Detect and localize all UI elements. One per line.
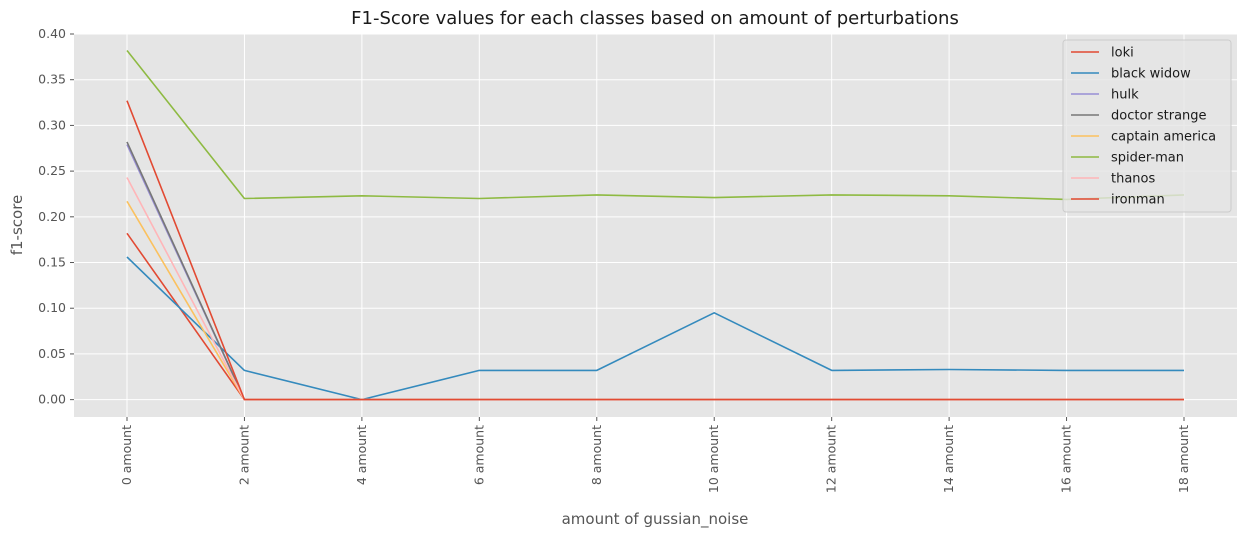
series-line-spider-man — [126, 50, 1185, 201]
y-tick-label: 0.00 — [38, 392, 66, 407]
y-tick-label: 0.05 — [38, 346, 66, 361]
y-tick-label: 0.35 — [38, 72, 66, 87]
legend-label: thanos — [1111, 172, 1155, 187]
grid — [74, 33, 1237, 417]
y-tick-label: 0.40 — [38, 26, 66, 41]
y-axis-label: f1-score — [8, 195, 26, 256]
y-tick-label: 0.15 — [38, 255, 66, 270]
series-line-black-widow — [126, 256, 1184, 401]
legend-label: hulk — [1111, 88, 1139, 103]
plot-background — [74, 34, 1237, 417]
x-tick-label: 18 amount — [1176, 425, 1191, 493]
legend: loki black widow hulk doctor strange captain… — [1062, 39, 1232, 213]
x-axis-label: amount of gussian_noise — [562, 510, 749, 529]
y-tick-label: 0.25 — [38, 163, 66, 178]
x-tick-label: 8 amount — [589, 425, 604, 485]
x-tick-label: 10 amount — [706, 425, 721, 493]
x-tick-label: 2 amount — [236, 425, 251, 485]
legend-label: black widow — [1111, 67, 1191, 82]
ticks: 0.00 0.05 0.10 0.15 0.20 0.25 0.30 0.35 0.40 0 am… — [38, 26, 1191, 493]
y-tick-label: 0.20 — [38, 209, 66, 224]
legend-label: doctor strange — [1111, 109, 1207, 124]
x-tick-label: 12 amount — [824, 425, 839, 493]
x-tick-label: 4 amount — [354, 425, 369, 485]
legend-label: loki — [1111, 46, 1134, 61]
legend-label: ironman — [1111, 193, 1165, 208]
series-lines — [126, 50, 1185, 401]
y-tick-label: 0.10 — [38, 300, 66, 315]
legend-label: spider-man — [1111, 151, 1184, 166]
chart-title: F1-Score values for each classes based o… — [351, 8, 959, 29]
legend-box — [1062, 39, 1232, 213]
legend-label: captain america — [1111, 130, 1216, 145]
x-tick-label: 14 amount — [941, 425, 956, 493]
x-tick-label: 6 amount — [471, 425, 486, 485]
y-tick-label: 0.30 — [38, 117, 66, 132]
series-line-ironman — [126, 100, 1184, 401]
x-tick-label: 16 amount — [1059, 425, 1074, 493]
x-tick-label: 0 amount — [119, 425, 134, 485]
